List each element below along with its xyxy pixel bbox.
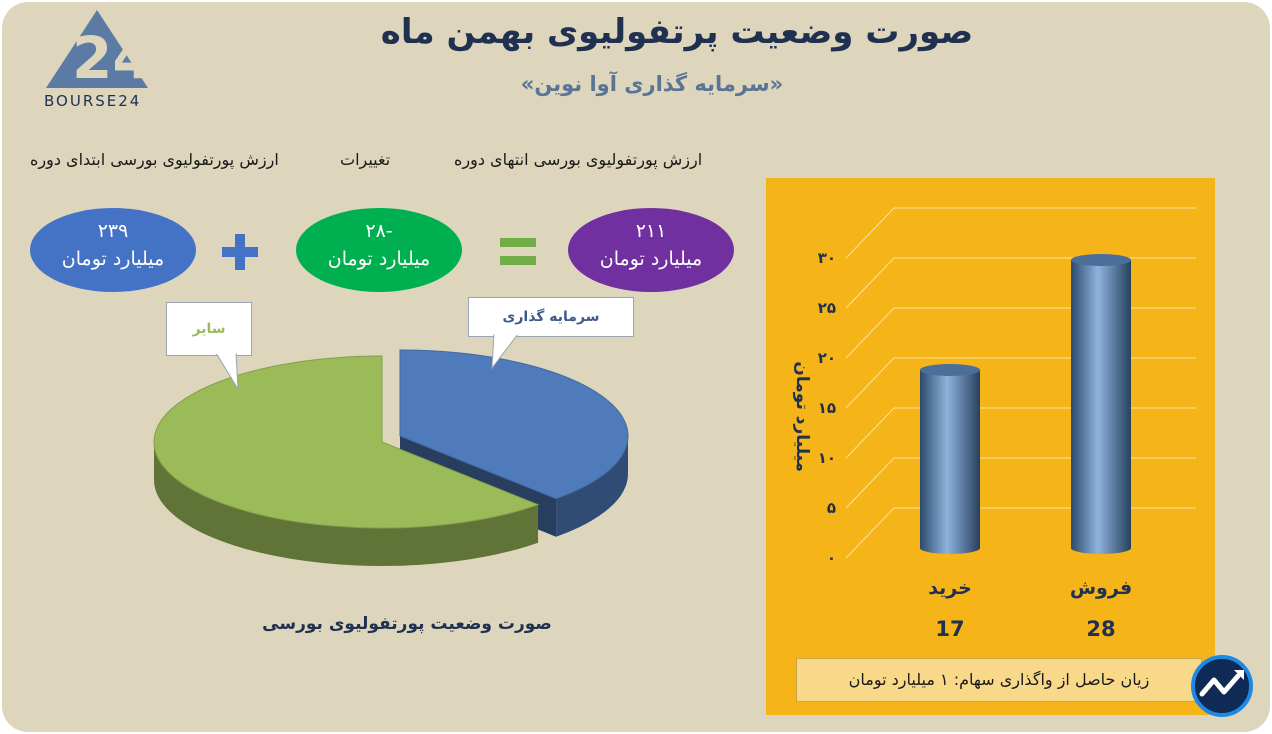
bar-value-label: 17 <box>935 617 964 641</box>
start-unit: میلیارد تومان <box>61 248 165 270</box>
bourse24-logo-icon: 24 <box>46 10 152 92</box>
bar-y-axis-label: میلیارد تومان <box>792 361 812 472</box>
loss-note: زیان حاصل از واگذاری سهام: ۱ میلیارد توم… <box>796 658 1202 702</box>
pie-title: صورت وضعیت پورتفولیوی بورسی <box>262 614 552 634</box>
portfolio-pie-chart <box>153 349 629 566</box>
label-start-value: ارزش پورتفولیوی بورسی ابتدای دوره <box>30 150 279 169</box>
svg-text:24: 24 <box>72 24 152 92</box>
bar-0 <box>920 364 980 554</box>
pie-slice-side <box>556 436 628 537</box>
start-value: ۲۳۹ <box>97 220 129 242</box>
y-tick-label: ۰ <box>827 549 836 567</box>
y-tick-label: ۲۰ <box>818 349 836 367</box>
logo-text: BOURSE24 <box>44 92 142 110</box>
end-value: ۲۱۱ <box>635 220 667 242</box>
callout-investment-pointer <box>491 334 519 370</box>
callout-other-label: سایر <box>192 321 226 337</box>
label-end-value: ارزش پورتفولیوی بورسی انتهای دوره <box>454 150 703 169</box>
end-value-oval: ۲۱۱ میلیارد تومان <box>568 208 734 292</box>
page-subtitle: «سرمایه گذاری آوا نوین» <box>520 72 784 96</box>
bar-chart-panel <box>766 178 1215 715</box>
page-title: صورت وضعیت پرتفولیوی بهمن ماه <box>380 12 974 52</box>
equals-icon <box>500 238 536 265</box>
callout-other-pointer <box>215 353 239 390</box>
grid-diagonal <box>845 207 895 259</box>
label-change: تغییرات <box>340 150 391 169</box>
bar-1 <box>1071 254 1131 554</box>
end-unit: میلیارد تومان <box>599 248 703 270</box>
bar-value-label: 28 <box>1086 617 1115 641</box>
grid-diagonal <box>845 357 895 409</box>
plus-icon <box>222 234 258 270</box>
grid-diagonal <box>845 257 895 309</box>
x-category-label: فروش <box>1070 577 1132 599</box>
y-tick-label: ۵ <box>827 499 836 517</box>
trend-chart-icon <box>1191 655 1253 717</box>
grid-diagonal <box>845 407 895 459</box>
y-tick-label: ۱۵ <box>818 399 836 417</box>
callout-other: سایر <box>166 302 252 356</box>
grid-diagonal <box>845 457 895 509</box>
callout-investment-label: سرمایه گذاری <box>502 309 600 325</box>
change-value-oval: -۲۸ میلیارد تومان <box>296 208 462 292</box>
change-value: -۲۸ <box>365 220 393 242</box>
start-value-oval: ۲۳۹ میلیارد تومان <box>30 208 196 292</box>
y-tick-label: ۲۵ <box>818 299 836 317</box>
grid-diagonal <box>845 307 895 359</box>
y-tick-label: ۳۰ <box>818 249 836 267</box>
x-category-label: خرید <box>928 577 972 599</box>
y-tick-label: ۱۰ <box>818 449 836 467</box>
pie-slice-0 <box>399 349 629 500</box>
trade-bar-chart: ۰ ۵ ۱۰ ۱۵ ۲۰ ۲۵ ۳۰ خرید 17 فروش 28 <box>818 207 1196 641</box>
callout-investment: سرمایه گذاری <box>468 297 634 337</box>
change-unit: میلیارد تومان <box>327 248 431 270</box>
grid-diagonal <box>845 507 895 559</box>
pie-slice-1 <box>153 355 540 529</box>
pie-slice-side <box>154 442 539 566</box>
